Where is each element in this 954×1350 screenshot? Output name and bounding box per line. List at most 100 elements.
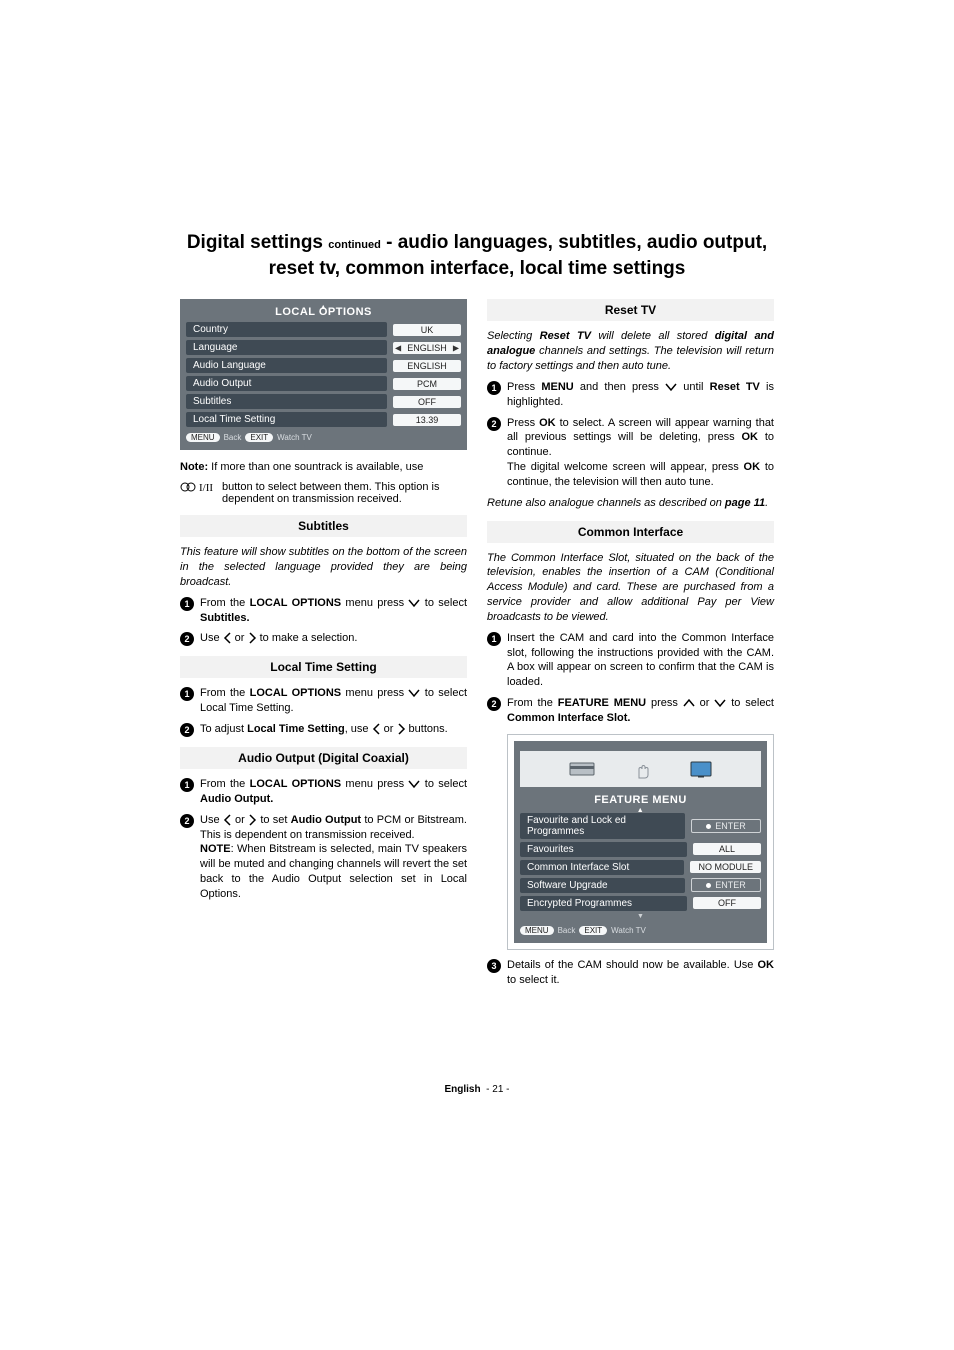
step-number-icon: 2 [180,723,194,737]
step-number-icon: 2 [487,697,501,711]
credit-card-icon [568,760,596,778]
feature-menu-wrapper: FEATURE MENU ▲ Favourite and Lock ed Pro… [507,734,774,950]
exit-button: EXIT [579,926,607,935]
local-time-heading: Local Time Setting [180,656,467,678]
menu-row-value: PCM [393,378,461,390]
back-label: Back [558,926,576,935]
triangle-up-icon: ▲ [320,304,327,311]
left-column: ▲ LOCAL OPTIONS Country UK Language ◀ENGLIS… [180,299,467,993]
triangle-down-icon: ▼ [520,913,761,920]
step-number-icon: 1 [487,632,501,646]
heading-continued: continued [328,239,381,251]
subtitles-step-2: 2 Use or to make a selection. [180,631,467,646]
local-options-title: ▲ LOCAL OPTIONS [186,305,461,319]
menu-row: Audio Language ENGLISH [186,358,461,373]
feature-menu-footer: MENU Back EXIT Watch TV [520,926,761,935]
ci-step-2: 2 From the FEATURE MENU press or to sele… [487,696,774,726]
reset-tv-step-2: 2 Press OK to select. A screen will appe… [487,416,774,490]
audio-output-heading: Audio Output (Digital Coaxial) [180,747,467,769]
local-time-step-2: 2 To adjust Local Time Setting, use or b… [180,722,467,737]
menu-row-label: Subtitles [186,394,387,409]
menu-row-label: Country [186,322,387,337]
menu-row-value: ◀ENGLISH▶ [393,342,461,354]
menu-row-label: Favourites [520,842,687,857]
menu-row-value: ALL [693,843,761,855]
reset-tv-step-1: 1 Press MENU and then press until Reset … [487,380,774,410]
ci-step-3: 3 Details of the CAM should now be avail… [487,958,774,988]
feature-menu-icons [520,751,761,787]
triangle-up-icon: ▲ [637,807,644,814]
subtitles-step-1: 1 From the LOCAL OPTIONS menu press to s… [180,596,467,626]
step-number-icon: 3 [487,959,501,973]
step-number-icon: 2 [180,814,194,828]
audio-output-step-1: 1 From the LOCAL OPTIONS menu press to s… [180,777,467,807]
feature-menu-title: FEATURE MENU ▲ [520,793,761,807]
subtitles-intro: This feature will show subtitles on the … [180,545,467,590]
subtitles-heading: Subtitles [180,515,467,537]
menu-row-label: Audio Output [186,376,387,391]
menu-row-label: Language [186,340,387,355]
menu-row: Local Time Setting 13.39 [186,412,461,427]
menu-row-label: Favourite and Lock ed Programmes [520,813,685,839]
down-arrow-icon [714,698,726,708]
menu-row: Encrypted Programmes OFF [520,896,761,911]
retune-note: Retune also analogue channels as describ… [487,496,774,511]
menu-row: Common Interface Slot NO MODULE [520,860,761,875]
menu-row-value: NO MODULE [690,861,761,873]
left-arrow-icon [372,723,381,735]
down-arrow-icon [408,598,420,608]
menu-row-label: Local Time Setting [186,412,387,427]
audio-output-step-2: 2 Use or to set Audio Output to PCM or B… [180,813,467,902]
menu-row-value: OFF [693,897,761,909]
step-number-icon: 1 [180,597,194,611]
menu-row: Favourites ALL [520,842,761,857]
down-arrow-icon [408,779,420,789]
menu-button: MENU [520,926,554,935]
local-time-step-1: 1 From the LOCAL OPTIONS menu press to s… [180,686,467,716]
local-options-panel: ▲ LOCAL OPTIONS Country UK Language ◀ENGLIS… [180,299,467,450]
step-number-icon: 1 [180,687,194,701]
audio-track-icon: I/II [180,481,216,493]
right-column: Reset TV Selecting Reset TV will delete … [487,299,774,993]
step-number-icon: 1 [487,381,501,395]
left-arrow-icon [223,632,232,644]
step-number-icon: 2 [180,632,194,646]
reset-tv-intro: Selecting Reset TV will delete all store… [487,329,774,374]
up-arrow-icon [683,698,695,708]
step-number-icon: 2 [487,417,501,431]
svg-text:I/II: I/II [199,482,213,493]
menu-row: Country UK [186,322,461,337]
common-interface-heading: Common Interface [487,521,774,543]
step-number-icon: 1 [180,778,194,792]
menu-row-value: ENTER [691,819,761,833]
back-label: Back [224,433,242,442]
menu-row-value: UK [393,324,461,336]
menu-row-label: Audio Language [186,358,387,373]
soundtrack-note-line2: I/II button to select between them. This… [180,481,467,505]
feature-menu-panel: FEATURE MENU ▲ Favourite and Lock ed Pro… [514,741,767,943]
page-footer: English - 21 - [180,1084,774,1095]
right-arrow-icon [248,814,257,826]
watch-label: Watch TV [277,433,312,442]
menu-row: Subtitles OFF [186,394,461,409]
exit-button: EXIT [245,433,273,442]
menu-row-value: 13.39 [393,414,461,426]
reset-tv-heading: Reset TV [487,299,774,321]
watch-label: Watch TV [611,926,646,935]
menu-row: Favourite and Lock ed Programmes ENTER [520,813,761,839]
menu-row: Audio Output PCM [186,376,461,391]
audio-output-note: NOTE: When Bitstream is selected, main T… [200,842,467,901]
tv-screen-icon [689,760,713,778]
right-arrow-icon [397,723,406,735]
menu-row: Language ◀ENGLISH▶ [186,340,461,355]
menu-row-value: OFF [393,396,461,408]
ci-intro: The Common Interface Slot, situated on t… [487,551,774,625]
menu-button: MENU [186,433,220,442]
menu-row-value: ENGLISH [393,360,461,372]
soundtrack-note: Note: If more than one sountrack is avai… [180,460,467,475]
menu-row-label: Common Interface Slot [520,860,684,875]
hand-icon [631,758,653,780]
menu-footer: MENU Back EXIT Watch TV [186,433,461,442]
right-arrow-icon [248,632,257,644]
menu-row-label: Encrypted Programmes [520,896,687,911]
